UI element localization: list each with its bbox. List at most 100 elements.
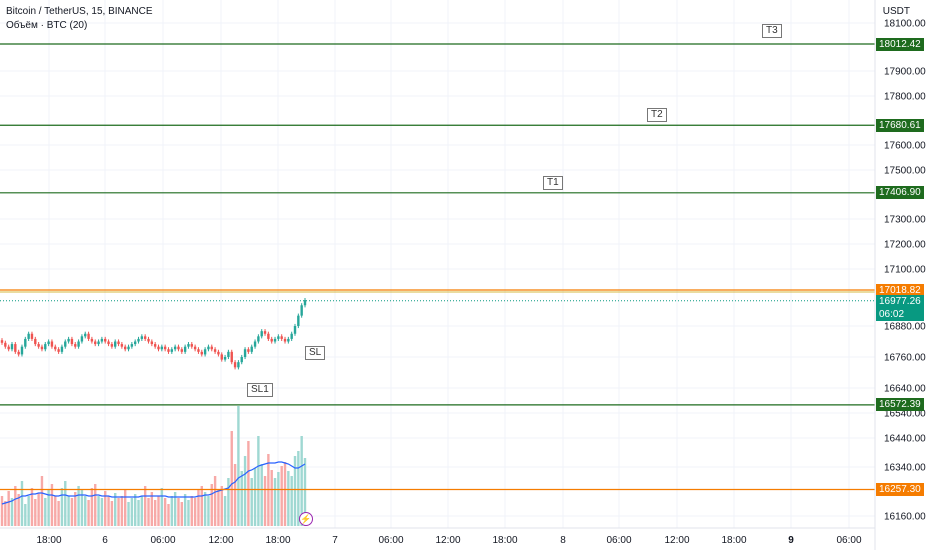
- volume-bar: [237, 406, 240, 526]
- time-tick-label: 06:00: [606, 535, 631, 546]
- price-tick-label: 17600.00: [884, 141, 926, 152]
- level-price-tag: 17406.90: [876, 186, 924, 200]
- volume-bar: [170, 496, 174, 526]
- candle-body: [213, 349, 217, 352]
- candle-body: [223, 357, 227, 360]
- candle-countdown: 06:02: [879, 308, 905, 320]
- marker-t1[interactable]: T1: [543, 176, 563, 190]
- price-axis[interactable]: 18100.00 17900.00 17800.00 17600.00 17500.00…: [884, 19, 926, 523]
- marker-t3[interactable]: T3: [762, 24, 782, 38]
- marker-sl1[interactable]: SL1: [247, 383, 273, 397]
- volume-bar: [247, 441, 250, 526]
- candle-body: [44, 344, 47, 350]
- price-tick-label: 18100.00: [884, 19, 926, 30]
- candle-body: [180, 349, 184, 352]
- price-tick-label: 17900.00: [884, 67, 926, 78]
- volume-bar: [10, 498, 14, 526]
- volume-bar: [130, 498, 134, 526]
- candle-body: [64, 341, 67, 347]
- candle-body: [297, 315, 300, 326]
- volume-bar: [270, 470, 273, 526]
- volume-bar: [127, 502, 130, 526]
- time-tick-label: 18:00: [265, 535, 290, 546]
- volume-bar: [283, 462, 287, 526]
- time-axis[interactable]: 18:00 6 06:00 12:00 18:00 7 06:00 12:00 18:00 8 06…: [36, 535, 861, 546]
- flash-icon[interactable]: ⚡: [299, 512, 313, 526]
- price-tick-label: 16540.00: [884, 409, 926, 420]
- volume-bar: [143, 486, 147, 526]
- volume-bar: [120, 496, 124, 526]
- volume-bar: [177, 498, 180, 526]
- volume-bar: [24, 504, 27, 526]
- volume-bar: [54, 496, 57, 526]
- volume-bar: [167, 504, 170, 526]
- candle-body: [67, 338, 70, 342]
- candle-body: [153, 344, 157, 347]
- candle-body: [47, 341, 50, 345]
- volume-bar: [280, 466, 283, 526]
- price-tick-label: 16760.00: [884, 353, 926, 364]
- volume-bar: [17, 494, 20, 526]
- candle-body: [257, 336, 260, 342]
- volume-bar: [64, 481, 67, 526]
- volume-bar: [114, 493, 117, 526]
- volume-bar: [70, 498, 74, 526]
- candle-body: [287, 338, 290, 342]
- candle-body: [94, 341, 97, 345]
- candle-body: [187, 344, 190, 347]
- volume-bar: [27, 496, 30, 526]
- candle-body: [87, 333, 90, 339]
- candle-body: [130, 344, 134, 347]
- marker-t2[interactable]: T2: [647, 108, 667, 122]
- candle-body: [157, 346, 160, 350]
- volume-bar: [80, 490, 84, 526]
- volume-bar: [253, 468, 257, 526]
- volume-bar: [37, 493, 40, 526]
- volume-bar: [107, 496, 110, 526]
- volume-bar: [263, 476, 267, 526]
- candle-body: [57, 349, 60, 352]
- volume-bar: [240, 471, 243, 526]
- candle-body: [230, 351, 233, 363]
- time-tick-label: 12:00: [664, 535, 689, 546]
- candle-body: [74, 344, 77, 347]
- candle-body: [40, 346, 44, 350]
- volume-bar: [4, 501, 7, 526]
- candle-body: [220, 354, 223, 360]
- volume-bar: [287, 471, 290, 526]
- volume-bar: [47, 490, 50, 526]
- candle-body: [243, 349, 247, 357]
- volume-bar: [160, 488, 164, 526]
- level-price-tag: 17018.82: [876, 283, 924, 297]
- volume-bar: [187, 500, 190, 526]
- volume-bar: [290, 476, 293, 526]
- level-lines: [0, 43, 875, 491]
- candle-body: [183, 346, 187, 352]
- marker-sl[interactable]: SL: [305, 346, 326, 360]
- candle-body: [147, 338, 150, 342]
- candle-body: [104, 338, 107, 342]
- candle-body: [233, 362, 237, 368]
- candle-body: [0, 340, 4, 343]
- price-tick-label: 16640.00: [884, 384, 926, 395]
- candle-body: [4, 342, 7, 347]
- volume-bar: [153, 500, 157, 526]
- candle-body: [107, 341, 110, 345]
- price-tick-label: 17200.00: [884, 240, 926, 251]
- time-tick-label: 06:00: [150, 535, 175, 546]
- candles: [0, 298, 307, 370]
- volume-bar: [243, 456, 247, 526]
- candle-body: [237, 362, 240, 368]
- candle-body: [24, 338, 27, 347]
- candle-body: [200, 351, 203, 355]
- candle-body: [77, 341, 80, 347]
- candle-body: [240, 357, 243, 363]
- volume-indicator-label[interactable]: Объём · BTC (20): [6, 20, 88, 31]
- volume-bar: [0, 496, 4, 526]
- volume-bar: [14, 486, 17, 526]
- candle-body: [30, 333, 34, 339]
- candle-body: [203, 349, 207, 355]
- candle-body: [140, 336, 144, 339]
- candle-body: [217, 351, 220, 355]
